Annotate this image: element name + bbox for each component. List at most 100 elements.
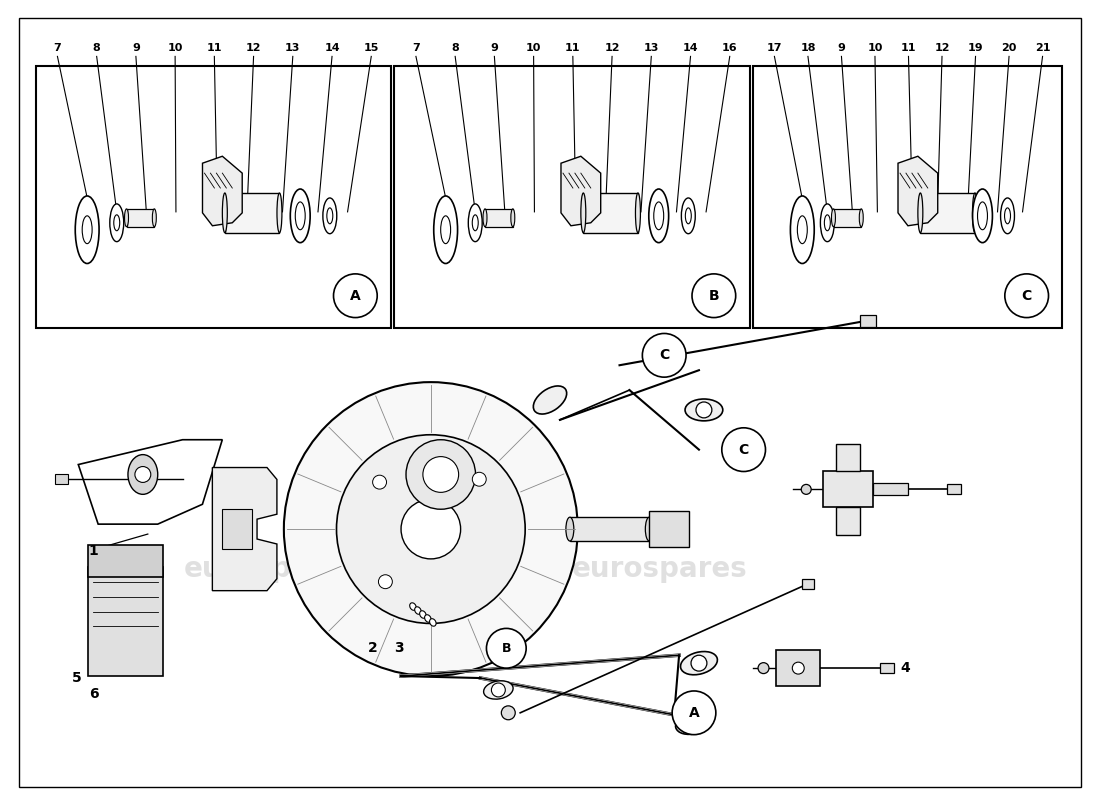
Ellipse shape	[441, 216, 451, 244]
Ellipse shape	[801, 485, 811, 494]
Ellipse shape	[685, 399, 723, 421]
Text: 14: 14	[324, 43, 340, 54]
Bar	[777, 650, 821, 686]
Ellipse shape	[415, 606, 421, 614]
Text: 13: 13	[285, 43, 300, 54]
Bar	[126, 209, 154, 226]
Bar	[921, 193, 975, 233]
Text: 18: 18	[800, 43, 816, 54]
Bar	[947, 485, 961, 494]
Ellipse shape	[859, 209, 864, 226]
Ellipse shape	[534, 386, 566, 414]
Text: 4: 4	[901, 661, 911, 675]
Circle shape	[402, 499, 461, 559]
Circle shape	[686, 714, 702, 730]
Text: 12: 12	[245, 43, 262, 54]
Ellipse shape	[510, 209, 515, 226]
Ellipse shape	[636, 193, 640, 233]
Text: 7: 7	[54, 43, 62, 54]
Text: A: A	[689, 706, 700, 720]
Text: 7: 7	[412, 43, 420, 54]
Ellipse shape	[277, 193, 282, 233]
Ellipse shape	[484, 681, 513, 699]
Circle shape	[672, 691, 716, 734]
Text: eurospares: eurospares	[571, 555, 747, 583]
Bar	[823, 471, 872, 507]
Ellipse shape	[917, 193, 923, 233]
Text: 9: 9	[132, 43, 140, 54]
Ellipse shape	[425, 614, 431, 622]
Polygon shape	[212, 467, 277, 590]
Polygon shape	[898, 156, 937, 226]
Ellipse shape	[978, 202, 988, 230]
Text: 12: 12	[604, 43, 619, 54]
Text: 8: 8	[92, 43, 100, 54]
Bar	[55, 474, 68, 485]
Circle shape	[284, 382, 578, 676]
Circle shape	[337, 434, 525, 623]
Ellipse shape	[649, 189, 669, 242]
Bar	[394, 66, 749, 327]
Text: B: B	[708, 289, 719, 302]
Ellipse shape	[295, 202, 305, 230]
Ellipse shape	[124, 209, 129, 226]
Ellipse shape	[419, 610, 426, 618]
Bar	[802, 578, 814, 589]
Text: C: C	[1022, 289, 1032, 302]
Ellipse shape	[646, 517, 653, 541]
Text: eurospares: eurospares	[184, 555, 360, 583]
Polygon shape	[78, 440, 222, 524]
Text: 13: 13	[644, 43, 659, 54]
Ellipse shape	[472, 215, 478, 230]
Bar	[860, 314, 876, 326]
Bar	[570, 517, 649, 541]
Text: 19: 19	[968, 43, 983, 54]
Bar	[224, 193, 279, 233]
Text: 10: 10	[867, 43, 882, 54]
Ellipse shape	[681, 198, 695, 234]
Bar	[222, 510, 252, 549]
Text: 1: 1	[88, 544, 98, 558]
Text: 12: 12	[934, 43, 949, 54]
Circle shape	[422, 457, 459, 492]
Ellipse shape	[75, 196, 99, 263]
Bar	[836, 507, 860, 535]
Bar	[88, 545, 163, 577]
Circle shape	[722, 428, 766, 471]
Bar	[880, 663, 893, 673]
Circle shape	[1004, 274, 1048, 318]
Ellipse shape	[824, 215, 830, 230]
Circle shape	[373, 475, 386, 489]
Ellipse shape	[152, 209, 156, 226]
Text: 16: 16	[722, 43, 738, 54]
Ellipse shape	[1004, 208, 1011, 224]
Text: 2: 2	[368, 642, 378, 655]
Bar	[836, 444, 860, 471]
Polygon shape	[202, 156, 242, 226]
Ellipse shape	[1001, 198, 1014, 234]
Ellipse shape	[327, 208, 333, 224]
Text: 9: 9	[491, 43, 498, 54]
Text: 6: 6	[89, 687, 99, 701]
Circle shape	[472, 472, 486, 486]
Ellipse shape	[791, 196, 814, 263]
Bar	[35, 66, 392, 327]
Bar	[834, 209, 861, 226]
Ellipse shape	[483, 209, 487, 226]
Text: A: A	[350, 289, 361, 302]
Ellipse shape	[290, 189, 310, 242]
Ellipse shape	[675, 711, 713, 734]
Circle shape	[792, 662, 804, 674]
Text: 14: 14	[683, 43, 698, 54]
Text: 17: 17	[767, 43, 782, 54]
Ellipse shape	[832, 209, 835, 226]
Text: B: B	[502, 642, 512, 654]
Ellipse shape	[581, 193, 586, 233]
Text: 11: 11	[565, 43, 581, 54]
Text: C: C	[659, 348, 669, 362]
Ellipse shape	[681, 651, 717, 674]
Bar	[872, 483, 908, 495]
Ellipse shape	[758, 662, 769, 674]
Circle shape	[406, 440, 475, 510]
Text: 5: 5	[72, 671, 81, 685]
